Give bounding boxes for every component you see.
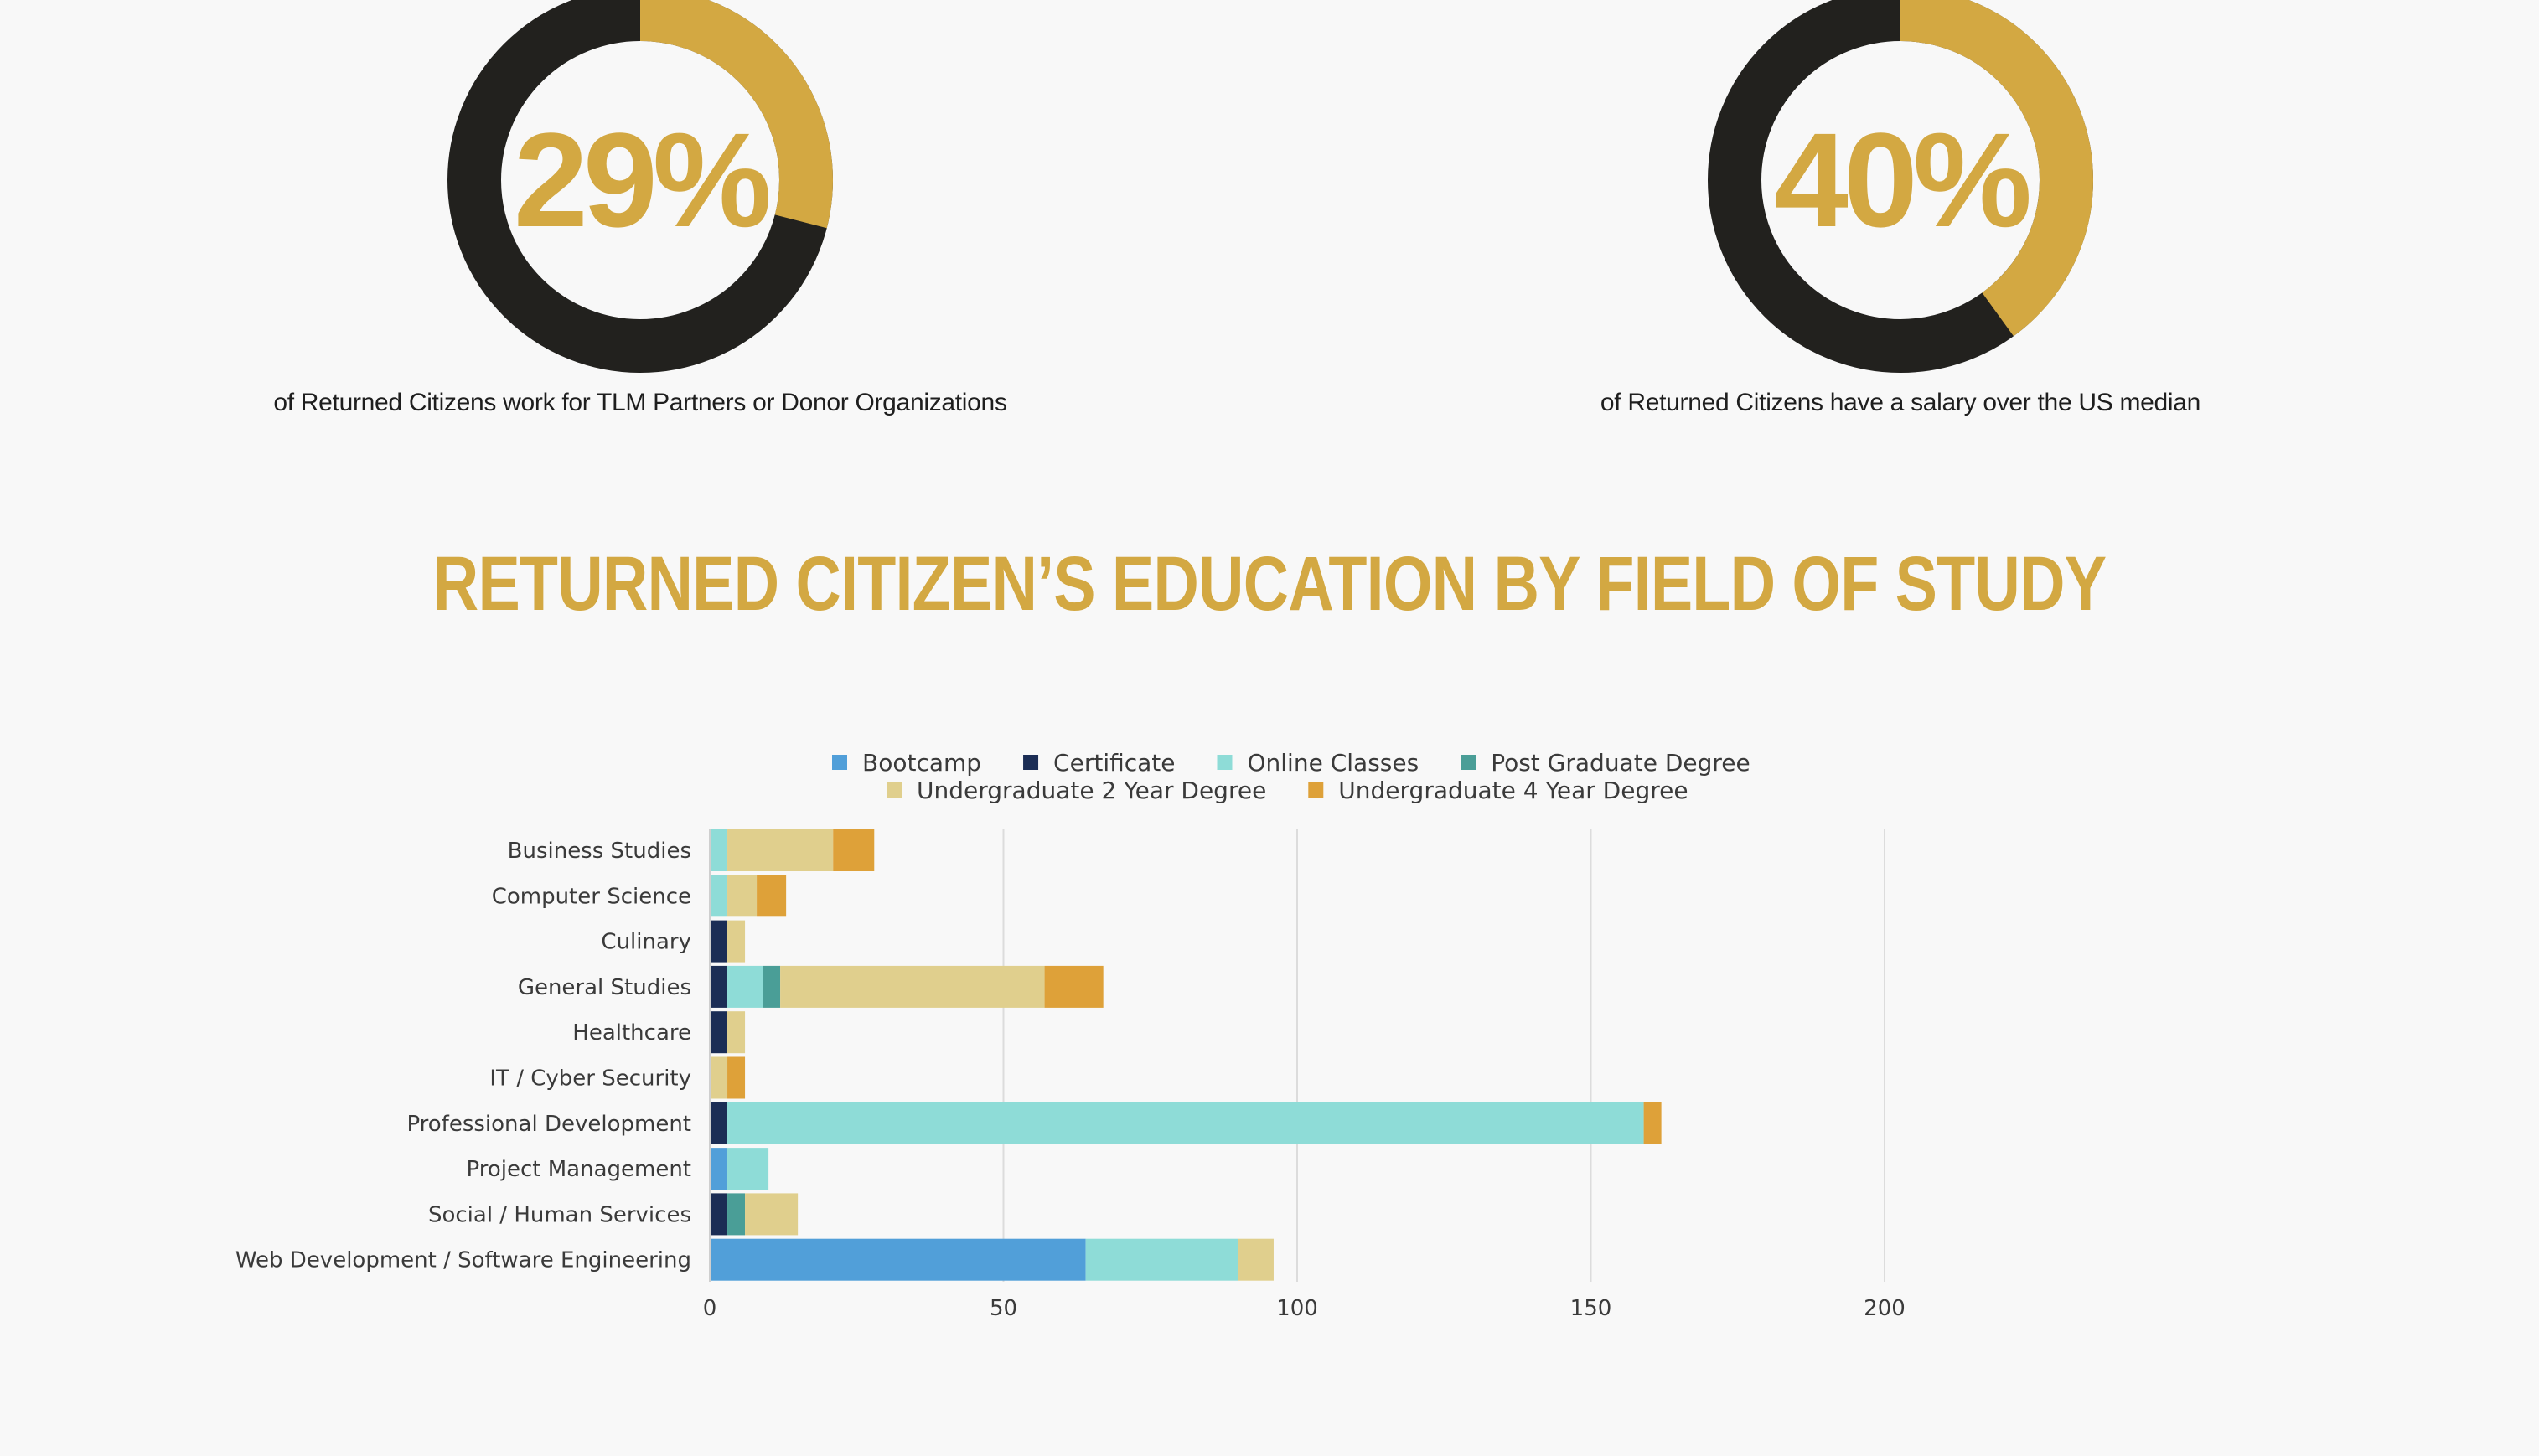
category-label: Social / Human Services bbox=[428, 1202, 691, 1227]
stat-caption: of Returned Citizens have a salary over … bbox=[1600, 389, 2201, 416]
legend-swatch bbox=[832, 755, 847, 770]
bar-segment bbox=[710, 829, 728, 871]
bar-segment bbox=[833, 829, 875, 871]
x-tick-label: 150 bbox=[1570, 1296, 1612, 1321]
bar-segment bbox=[1238, 1238, 1274, 1281]
category-label: Project Management bbox=[467, 1157, 692, 1182]
category-label: IT / Cyber Security bbox=[489, 1066, 691, 1092]
bar-segment bbox=[727, 920, 746, 963]
category-label: Culinary bbox=[601, 930, 691, 955]
category-label: Computer Science bbox=[492, 884, 691, 909]
stat-salary-over-median: 40% of Returned Citizens have a salary o… bbox=[1482, 0, 2319, 417]
bar-segment bbox=[727, 1148, 769, 1190]
bar-segment bbox=[727, 1011, 746, 1054]
legend-label: Online Classes bbox=[1247, 749, 1419, 777]
category-label: Business Studies bbox=[508, 839, 691, 864]
bar-segment bbox=[780, 965, 1045, 1008]
donut-chart-partners: 29% bbox=[447, 0, 833, 373]
bar-segment bbox=[710, 965, 728, 1008]
legend-swatch bbox=[1023, 755, 1039, 770]
bar-segment bbox=[727, 1056, 746, 1099]
bar-segment bbox=[757, 875, 787, 917]
donut-chart-salary: 40% bbox=[1708, 0, 2093, 373]
bar-segment bbox=[710, 1193, 728, 1236]
bar-segment bbox=[710, 1102, 728, 1144]
legend-label: Certificate bbox=[1053, 749, 1175, 777]
bar-segment bbox=[727, 829, 834, 871]
legend-label: Post Graduate Degree bbox=[1491, 749, 1750, 777]
legend-label: Undergraduate 2 Year Degree bbox=[917, 777, 1266, 804]
donut-percent-label: 40% bbox=[1774, 105, 2030, 255]
stacked-bar-chart: 0 50 100 150 200 Business Studies Computer Sci… bbox=[235, 749, 1906, 1321]
x-tick-label: 200 bbox=[1864, 1296, 1906, 1321]
bar-segment bbox=[745, 1193, 799, 1236]
chart-title: RETURNED CITIZEN’S EDUCATION BY FIELD OF… bbox=[432, 541, 2107, 627]
bar-segment bbox=[710, 875, 728, 917]
stat-partner-employment: 29% of Returned Citizens work for TLM Pa… bbox=[221, 0, 1059, 417]
legend-swatch bbox=[1217, 755, 1233, 770]
category-label: Web Development / Software Engineering bbox=[235, 1248, 691, 1273]
bar-segment bbox=[710, 920, 728, 963]
bar-segment bbox=[1643, 1102, 1662, 1144]
x-tick-label: 100 bbox=[1276, 1296, 1318, 1321]
category-label: Healthcare bbox=[572, 1020, 691, 1046]
donut-segment bbox=[1708, 0, 2093, 373]
bar-segment bbox=[710, 1056, 728, 1099]
bar-segment bbox=[710, 1011, 728, 1054]
bar-segment bbox=[710, 1238, 1086, 1281]
legend-swatch bbox=[1308, 782, 1324, 798]
bar-segment bbox=[1085, 1238, 1238, 1281]
bar-segment bbox=[727, 965, 763, 1008]
bar-segment bbox=[727, 1102, 1644, 1144]
stat-caption: of Returned Citizens work for TLM Partne… bbox=[273, 389, 1007, 416]
bar-segment bbox=[710, 1148, 728, 1190]
category-label: General Studies bbox=[518, 975, 691, 1000]
bar-segment bbox=[727, 875, 758, 917]
legend-label: Undergraduate 4 Year Degree bbox=[1338, 777, 1688, 804]
legend-swatch bbox=[1461, 755, 1476, 770]
x-tick-label: 50 bbox=[990, 1296, 1017, 1321]
donut-percent-label: 29% bbox=[514, 105, 769, 255]
legend-label: Bootcamp bbox=[862, 749, 981, 777]
category-label: Professional Development bbox=[406, 1112, 691, 1137]
x-tick-label: 0 bbox=[703, 1296, 717, 1321]
donut-segment bbox=[447, 0, 833, 373]
legend-swatch bbox=[887, 782, 902, 798]
bar-segment bbox=[727, 1193, 746, 1236]
bar-segment bbox=[763, 965, 781, 1008]
bar-segment bbox=[1044, 965, 1104, 1008]
